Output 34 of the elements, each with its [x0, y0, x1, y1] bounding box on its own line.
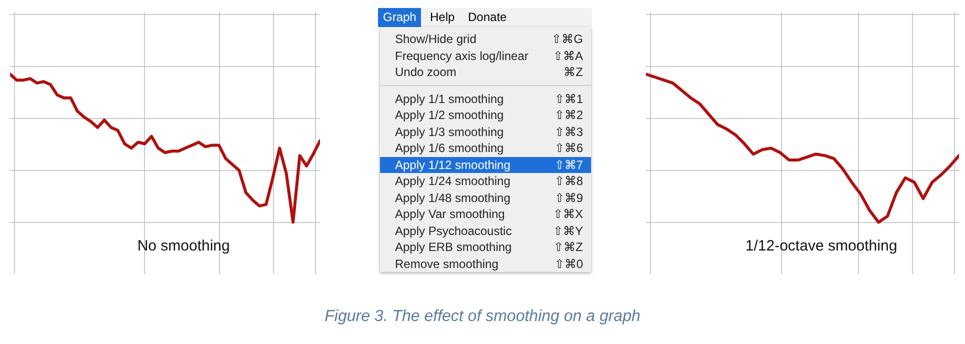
text: Apply 1/24 smoothing [395, 173, 510, 189]
text: Remove smoothing [395, 256, 498, 272]
text: Apply 1/12 smoothing [395, 156, 510, 172]
text: ⌘Z [564, 64, 583, 80]
text: Help [429, 9, 456, 26]
text: ⇧⌘Y [552, 222, 583, 238]
text: No smoothing [137, 238, 230, 255]
text: Apply ERB smoothing [395, 239, 512, 255]
text: Apply Var smoothing [395, 206, 505, 222]
text: ⇧⌘G [552, 31, 583, 47]
text: Figure 3. The effect of smoothing on a graph [324, 308, 642, 326]
text: ⇧⌘2 [554, 107, 583, 123]
text: ⇧⌘9 [554, 190, 583, 206]
text: ⇧⌘Z [554, 239, 583, 255]
text: ⇧⌘8 [554, 173, 583, 189]
text: Apply 1/2 smoothing [395, 107, 504, 123]
text: ⇧⌘X [552, 206, 583, 222]
text: ⇧⌘1 [554, 90, 583, 106]
text: Frequency axis log/linear [395, 48, 528, 64]
text: Undo zoom [395, 64, 456, 80]
text: Graph [378, 8, 422, 27]
text: Apply Psychoacoustic [395, 222, 512, 238]
text: Apply 1/6 smoothing [395, 140, 504, 156]
text: Apply 1/3 smoothing [395, 124, 504, 140]
text: Apply 1/48 smoothing [395, 190, 510, 206]
text: Apply 1/1 smoothing [395, 90, 504, 106]
text: ⇧⌘3 [554, 124, 583, 140]
text: ⇧⌘0 [554, 256, 583, 272]
text: ⇧⌘A [552, 48, 583, 64]
text: Show/Hide grid [395, 31, 476, 47]
text: Donate [467, 9, 508, 26]
text: ⇧⌘7 [554, 156, 583, 172]
text: ⇧⌘6 [554, 140, 583, 156]
text: 1/12-octave smoothing [745, 238, 898, 255]
